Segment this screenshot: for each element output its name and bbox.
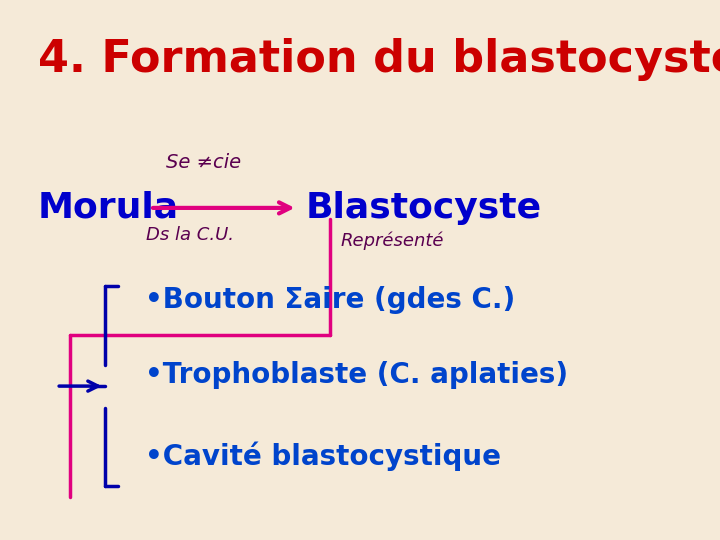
Text: Blastocyste: Blastocyste (305, 191, 541, 225)
Text: Représenté: Représenté (341, 231, 444, 249)
Text: •Bouton Σaire (gdes C.): •Bouton Σaire (gdes C.) (145, 286, 515, 314)
Text: 4. Formation du blastocyste: 4. Formation du blastocyste (37, 38, 720, 81)
Text: Se ≠cie: Se ≠cie (166, 152, 241, 172)
Text: •Trophoblaste (C. aplaties): •Trophoblaste (C. aplaties) (145, 361, 568, 389)
Text: •Cavité blastocystique: •Cavité blastocystique (145, 442, 500, 471)
Text: Ds la C.U.: Ds la C.U. (146, 226, 234, 244)
Text: Morula: Morula (37, 191, 179, 225)
